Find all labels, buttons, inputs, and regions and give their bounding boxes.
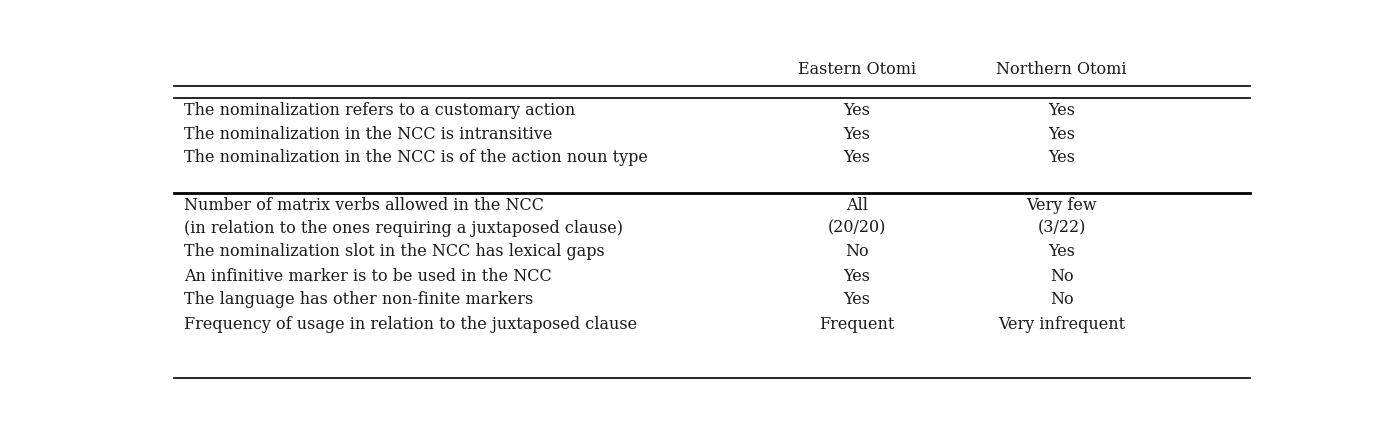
Text: Number of matrix verbs allowed in the NCC: Number of matrix verbs allowed in the NC… (185, 196, 544, 214)
Text: The nominalization in the NCC is of the action noun type: The nominalization in the NCC is of the … (185, 149, 649, 166)
Text: Frequency of usage in relation to the juxtaposed clause: Frequency of usage in relation to the ju… (185, 315, 638, 332)
Text: Northern Otomi: Northern Otomi (996, 61, 1126, 78)
Text: Yes: Yes (843, 268, 871, 284)
Text: Yes: Yes (843, 149, 871, 166)
Text: Yes: Yes (1049, 243, 1075, 260)
Text: An infinitive marker is to be used in the NCC: An infinitive marker is to be used in th… (185, 268, 553, 284)
Text: (20/20): (20/20) (828, 220, 886, 237)
Text: (in relation to the ones requiring a juxtaposed clause): (in relation to the ones requiring a jux… (185, 220, 624, 237)
Text: Eastern Otomi: Eastern Otomi (799, 61, 917, 78)
Text: Frequent: Frequent (820, 315, 895, 332)
Text: All: All (846, 196, 868, 214)
Text: The nominalization slot in the NCC has lexical gaps: The nominalization slot in the NCC has l… (185, 243, 606, 260)
Text: No: No (1050, 268, 1074, 284)
Text: Yes: Yes (843, 291, 871, 308)
Text: Yes: Yes (843, 126, 871, 142)
Text: Yes: Yes (1049, 149, 1075, 166)
Text: Yes: Yes (1049, 126, 1075, 142)
Text: (3/22): (3/22) (1038, 220, 1086, 237)
Text: No: No (846, 243, 870, 260)
Text: Yes: Yes (1049, 103, 1075, 119)
Text: No: No (1050, 291, 1074, 308)
Text: The nominalization in the NCC is intransitive: The nominalization in the NCC is intrans… (185, 126, 553, 142)
Text: Very few: Very few (1026, 196, 1097, 214)
Text: Yes: Yes (843, 103, 871, 119)
Text: The nominalization refers to a customary action: The nominalization refers to a customary… (185, 103, 575, 119)
Text: The language has other non-finite markers: The language has other non-finite marker… (185, 291, 533, 308)
Text: Very infrequent: Very infrequent (999, 315, 1125, 332)
